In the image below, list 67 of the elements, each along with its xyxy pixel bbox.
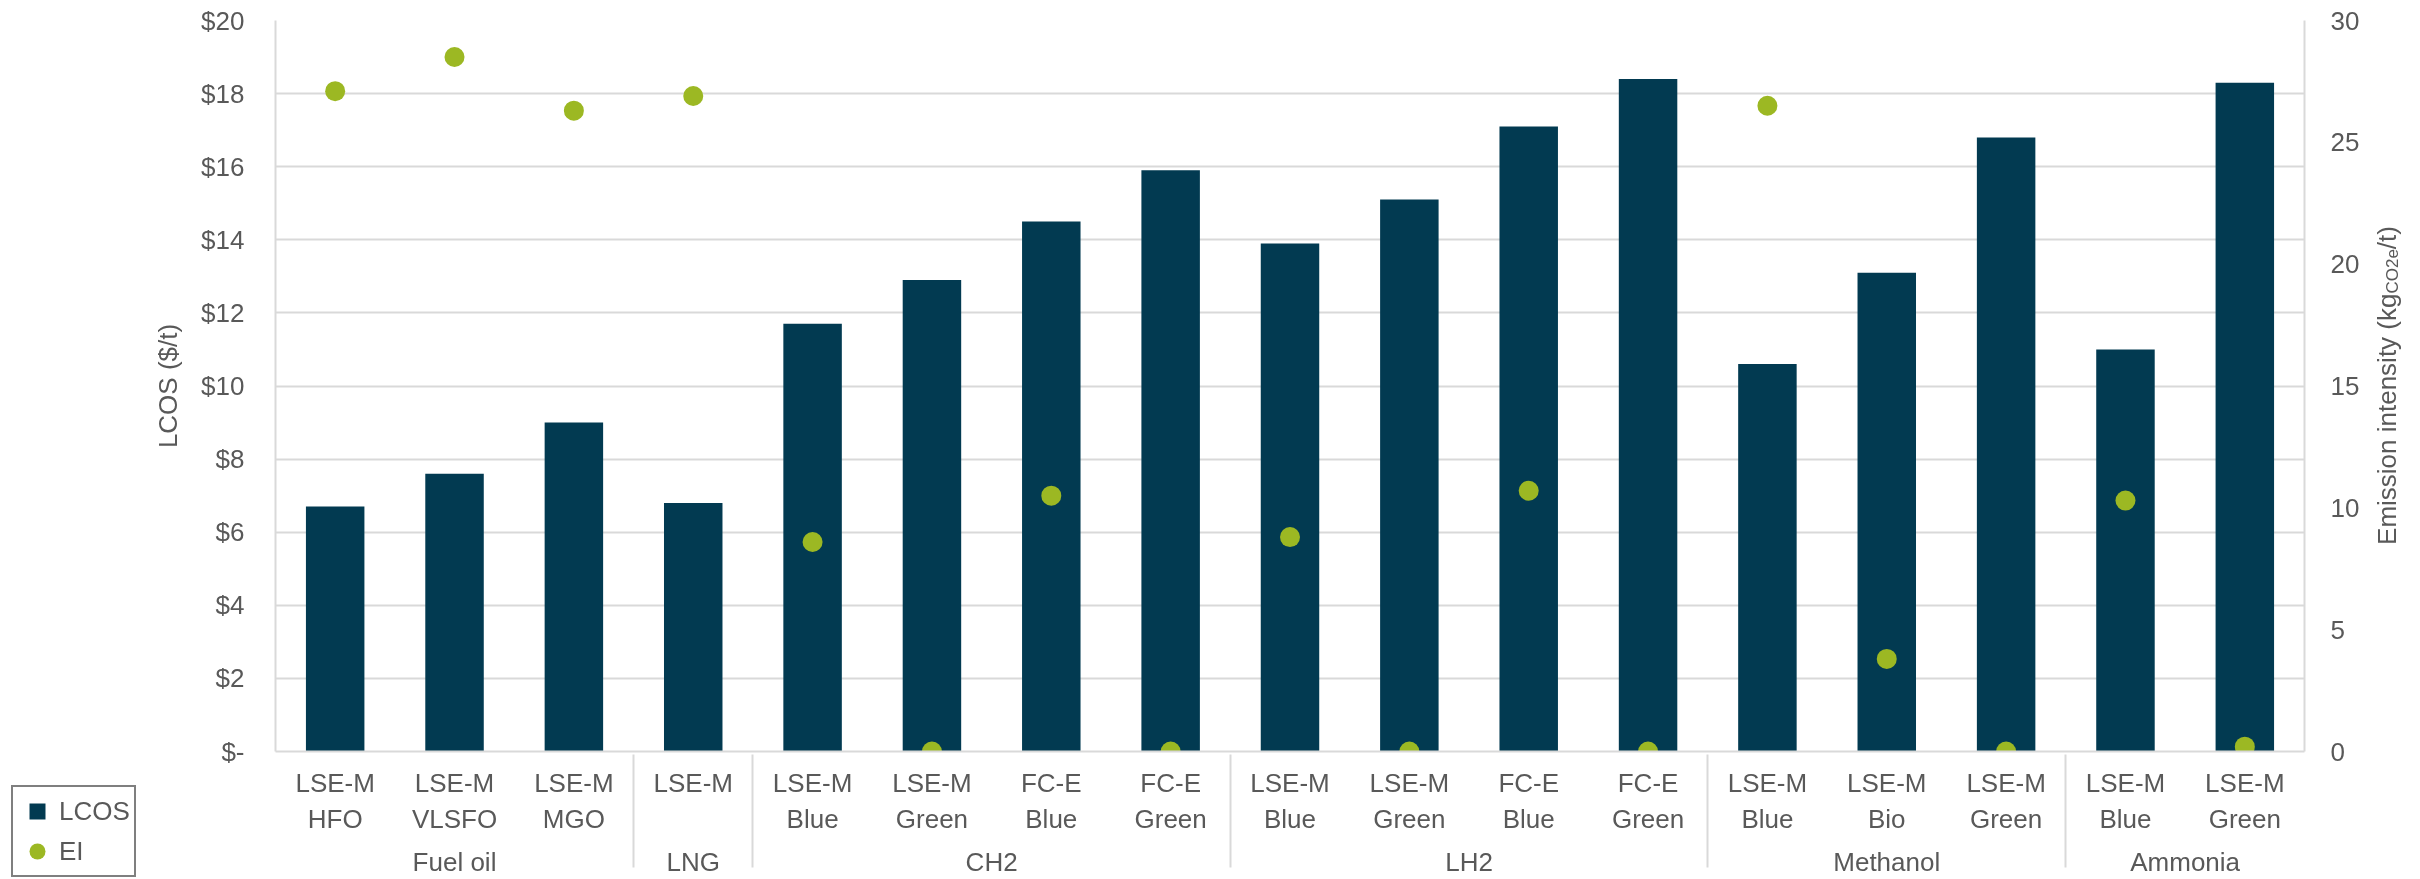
category-label: CH2: [965, 846, 1018, 877]
point: [1757, 95, 1778, 116]
point: [325, 81, 346, 102]
y2-tick-label: 20: [2330, 249, 2360, 280]
category-label: Fuel oil: [412, 846, 497, 877]
y-tick-label: $18: [201, 78, 245, 109]
bar: [1857, 272, 1917, 752]
category-label: Methanol: [1833, 846, 1941, 877]
bar: [902, 280, 962, 752]
bar: [425, 473, 484, 752]
bar: [544, 422, 604, 752]
category-label: LSE-M Blue: [1250, 767, 1330, 834]
category-label: LSE-M Blue: [772, 767, 853, 834]
bar: [2096, 349, 2155, 752]
y-axis-title: LCOS ($/t): [153, 323, 184, 449]
bar: [1260, 243, 1320, 752]
category-label: LSE-M Blue: [2085, 767, 2166, 834]
category-label: LSE-M MGO: [534, 767, 614, 834]
point: [683, 86, 704, 107]
bar: [1141, 170, 1200, 752]
category-label: LSE-M: [653, 767, 733, 798]
y2-tick-label: 25: [2330, 127, 2360, 158]
y-tick-label: $10: [201, 371, 245, 401]
bar: [305, 506, 365, 752]
bar: [1380, 199, 1439, 752]
y-tick-label: $2: [215, 663, 245, 694]
category-label: LSE-M Green: [1966, 767, 2046, 834]
category-label: LSE-M Green: [892, 767, 972, 834]
category-label: LSE-M VLSFO: [411, 767, 498, 834]
y2-tick-label: 30: [2330, 5, 2360, 36]
legend-label: LCOS: [59, 795, 130, 827]
bar: [2215, 82, 2275, 752]
y2-tick-label: 5: [2330, 614, 2345, 645]
point: [563, 100, 584, 121]
y-tick-label: $16: [201, 151, 245, 182]
category-label: FC-E Blue: [1020, 767, 1082, 834]
y-tick-label: $4: [215, 590, 245, 621]
legend-label: EI: [59, 835, 84, 867]
category-label: FC-E Green: [1611, 767, 1685, 834]
y-tick-label: $14: [201, 224, 245, 255]
y-tick-label: $-: [221, 736, 245, 767]
y2-tick-label: 0: [2330, 736, 2345, 767]
category-label: Ammonia: [2130, 846, 2241, 877]
category-label: LH2: [1445, 846, 1493, 877]
y-tick-label: $8: [215, 444, 245, 475]
category-label: LSE-M Bio: [1847, 767, 1927, 834]
point: [444, 47, 465, 68]
bar: [783, 323, 842, 752]
category-label: LSE-M Green: [1369, 767, 1450, 834]
y-tick-label: $20: [201, 5, 245, 36]
category-label: LNG: [666, 846, 720, 877]
category-label: FC-E Blue: [1498, 767, 1560, 834]
y2-tick-label: 15: [2330, 371, 2360, 401]
bar: [1738, 364, 1797, 752]
bar: [1618, 78, 1678, 752]
category-label: LSE-M HFO: [295, 767, 375, 834]
y2-tick-label: 10: [2330, 492, 2360, 523]
bar: [1022, 221, 1081, 752]
category-label: LSE-M Green: [2205, 767, 2285, 834]
y2-axis-title: Emission intensity (kgCO2e/t): [2371, 226, 2402, 545]
bar: [1976, 137, 2036, 752]
bar: [1499, 126, 1558, 752]
y-tick-label: $6: [215, 517, 245, 548]
y-tick-label: $12: [201, 297, 245, 328]
bar: [663, 502, 723, 752]
category-label: LSE-M Blue: [1727, 767, 1808, 834]
category-label: FC-E Green: [1134, 767, 1207, 834]
